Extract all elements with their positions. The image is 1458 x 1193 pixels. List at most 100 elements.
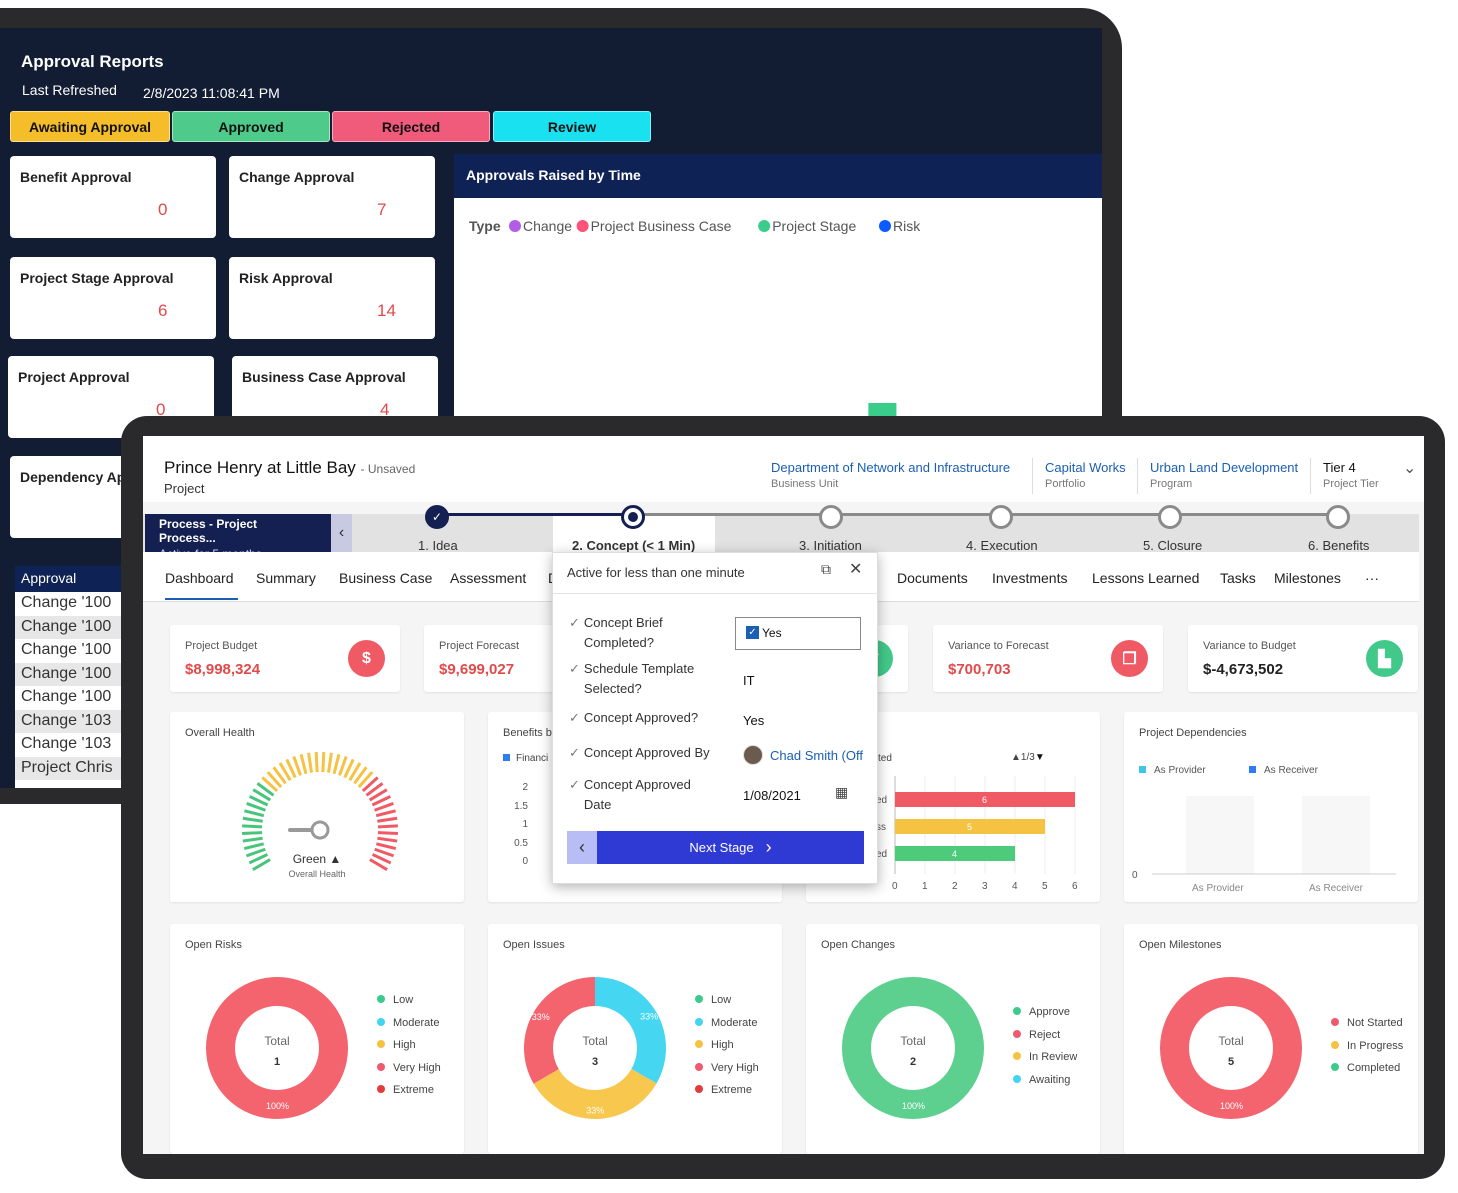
concept-brief-select[interactable]: ✓ Yes [735, 617, 861, 650]
tab-tasks[interactable]: Tasks [1220, 570, 1256, 586]
stage-marker[interactable] [989, 505, 1013, 529]
x-tick-label: 5 [1042, 881, 1048, 892]
kpi-value: $9,699,027 [439, 661, 515, 678]
legend-label: Moderate [711, 1016, 758, 1029]
data-label: 4 [952, 849, 957, 859]
legend-label: High [711, 1039, 734, 1051]
header-business-unit[interactable]: Department of Network and Infrastructure… [771, 460, 1010, 490]
total-value: 5 [1228, 1056, 1234, 1068]
legend-swatch [695, 1085, 703, 1093]
gauge-tick [365, 782, 384, 797]
approval-list-item[interactable]: Change '103 [15, 709, 125, 733]
approval-list-item[interactable]: Change '100 [21, 594, 112, 611]
x-tick-label: 3 [982, 881, 988, 892]
donut-legend: Approve Reject In Review Awaiting [1013, 1006, 1077, 1096]
last-refreshed-value: 2/8/2023 11:08:41 PM [143, 85, 280, 101]
chevron-down-icon[interactable]: ⌄ [1403, 460, 1417, 477]
tab-assessment[interactable]: Assessment [450, 570, 527, 586]
stage-marker[interactable] [1326, 505, 1350, 529]
legend-item: Low [695, 994, 759, 1017]
approved-by-link[interactable]: Chad Smith (Off [770, 748, 863, 763]
stage-idea[interactable]: 1. Idea [418, 538, 458, 553]
header-program[interactable]: Urban Land Development Program [1150, 460, 1298, 490]
header-portfolio[interactable]: Capital Works Portfolio [1045, 460, 1126, 490]
field-value[interactable]: Department of Network and Infrastructure [771, 460, 1011, 475]
filter-awaiting-approval[interactable]: Awaiting Approval [10, 111, 170, 142]
next-stage-button[interactable]: Next Stage › [597, 831, 864, 864]
stage-initiation[interactable]: 3. Initiation [799, 538, 862, 553]
legend-label: Moderate [393, 1016, 440, 1029]
schedule-template-value[interactable]: IT [743, 673, 755, 688]
stage-marker[interactable] [819, 505, 843, 529]
save-status: - Unsaved [360, 462, 416, 476]
legend-label: In Review [1029, 1051, 1078, 1063]
close-icon[interactable]: ✕ [849, 561, 863, 578]
card-change-approval[interactable]: Change Approval 7 [229, 156, 435, 238]
calendar-icon[interactable]: ▦ [835, 784, 849, 800]
tab-summary[interactable]: Summary [256, 570, 316, 586]
legend-item: Extreme [377, 1084, 441, 1107]
legend-label: Very High [711, 1061, 759, 1074]
panel-title: Open Changes [821, 939, 895, 951]
tab-dashboard[interactable]: Dashboard [165, 570, 234, 586]
bar [895, 792, 1075, 807]
gauge-tick [245, 847, 266, 858]
card-risk-approval[interactable]: Risk Approval 14 [229, 257, 435, 339]
stage-marker[interactable] [1158, 505, 1182, 529]
card-benefit-approval[interactable]: Benefit Approval 0 [10, 156, 216, 238]
report-title: Approval Reports [21, 52, 164, 71]
stage-active-marker[interactable] [621, 505, 645, 529]
tab-business-case[interactable]: Business Case [339, 570, 433, 586]
stage-concept[interactable]: 2. Concept (< 1 Min) [572, 538, 695, 553]
donut-panel-open-milestones: Open Milestones 100% Total 5 Not Started In P… [1124, 924, 1418, 1154]
chart-pager[interactable]: ▲1/3▼ [1011, 752, 1045, 763]
approval-list-item[interactable]: Change '100 [15, 615, 125, 639]
filter-label: Review [547, 118, 597, 135]
total-label: Total [1218, 1034, 1243, 1048]
divider [553, 593, 879, 594]
tab-lessons-learned[interactable]: Lessons Learned [1092, 570, 1200, 586]
gauge-tick [244, 809, 265, 818]
filter-approved[interactable]: Approved [172, 111, 330, 142]
checkbox-checked-icon[interactable]: ✓ [746, 626, 759, 639]
stage-execution[interactable]: 4. Execution [966, 538, 1038, 553]
filter-rejected[interactable]: Rejected [332, 111, 490, 142]
chevron-left-icon[interactable]: ‹ [331, 514, 352, 552]
prev-page-icon[interactable]: ▲ [1011, 752, 1021, 763]
legend-swatch [695, 1017, 703, 1026]
legend-item: Project Business Case [591, 218, 732, 234]
tab-investments[interactable]: Investments [992, 570, 1068, 586]
stage-bar-chart: 0 1 2 3 4 5 6 ed 6 ss 5 ed 4 [876, 776, 1078, 892]
tab-documents[interactable]: Documents [897, 570, 968, 586]
filter-review[interactable]: Review [493, 111, 651, 142]
approval-list-item[interactable]: Change '100 [15, 662, 125, 686]
approval-list-item[interactable]: Project Chris [15, 756, 125, 780]
legend-item: Extreme [695, 1084, 759, 1107]
legend-item: Reject [1013, 1029, 1077, 1052]
stage-closure[interactable]: 5. Closure [1143, 538, 1203, 553]
approval-list-item[interactable]: Change '103 [21, 735, 112, 752]
tab-milestones[interactable]: Milestones [1274, 570, 1341, 586]
expand-icon[interactable]: ⧉ [821, 561, 831, 577]
concept-approved-value[interactable]: Yes [743, 713, 765, 728]
progress-complete-line [436, 513, 633, 516]
gauge-tick [292, 756, 302, 776]
legend-swatch [695, 1040, 703, 1048]
more-tabs-icon[interactable]: ··· [1365, 570, 1379, 586]
legend-item: Awaiting [1013, 1074, 1077, 1097]
field-value[interactable]: Capital Works [1045, 460, 1126, 475]
bar [895, 819, 1045, 834]
card-project-stage-approval[interactable]: Project Stage Approval 6 [10, 257, 216, 339]
approved-date-value[interactable]: 1/08/2021 [743, 788, 801, 803]
gauge-tick [321, 752, 326, 773]
field-value[interactable]: Urban Land Development [1150, 460, 1299, 475]
approval-list-item[interactable]: Change '100 [21, 641, 112, 658]
next-page-icon[interactable]: ▼ [1034, 752, 1045, 763]
approval-list-item[interactable]: Change '100 [21, 688, 112, 705]
legend-label: In Progress [1347, 1039, 1404, 1052]
stage-benefits[interactable]: 6. Benefits [1308, 538, 1370, 553]
process-selector[interactable]: Process - Project Process... Active for … [145, 514, 331, 561]
previous-stage-button[interactable]: ‹ [567, 831, 597, 864]
check-icon[interactable]: ✓ [425, 505, 449, 529]
copy-icon: ❐ [1111, 640, 1148, 677]
